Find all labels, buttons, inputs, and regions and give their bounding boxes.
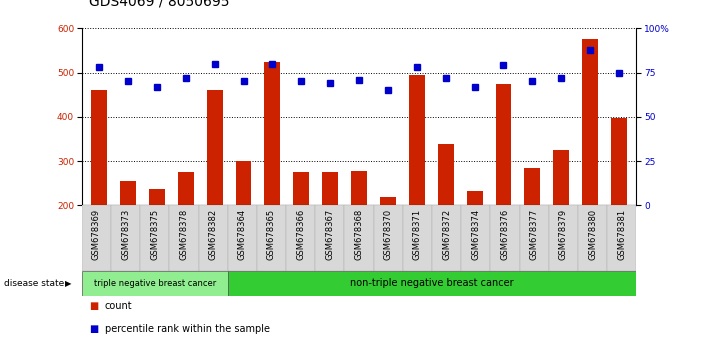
Text: GSM678377: GSM678377 bbox=[530, 209, 539, 260]
Bar bbox=[525, 168, 540, 205]
Bar bbox=[82, 271, 228, 296]
Bar bbox=[409, 75, 424, 205]
Bar bbox=[607, 205, 636, 271]
Bar bbox=[491, 205, 520, 271]
Bar bbox=[496, 84, 511, 205]
Text: GSM678365: GSM678365 bbox=[267, 209, 276, 260]
Bar bbox=[582, 39, 598, 205]
Bar bbox=[322, 172, 338, 205]
Bar bbox=[178, 172, 193, 205]
Bar bbox=[111, 205, 140, 271]
Text: GSM678376: GSM678376 bbox=[501, 209, 510, 260]
Bar bbox=[611, 118, 627, 205]
Bar bbox=[228, 205, 257, 271]
Bar bbox=[549, 205, 578, 271]
Text: GSM678380: GSM678380 bbox=[588, 209, 597, 260]
Text: triple negative breast cancer: triple negative breast cancer bbox=[94, 279, 216, 288]
Text: GSM678366: GSM678366 bbox=[296, 209, 305, 260]
Text: GSM678375: GSM678375 bbox=[150, 209, 159, 260]
Text: GSM678378: GSM678378 bbox=[179, 209, 188, 260]
Text: percentile rank within the sample: percentile rank within the sample bbox=[105, 324, 269, 334]
Bar bbox=[432, 205, 461, 271]
Text: GSM678372: GSM678372 bbox=[442, 209, 451, 260]
Bar bbox=[91, 90, 107, 205]
Text: GSM678374: GSM678374 bbox=[471, 209, 481, 260]
Text: GDS4069 / 8050695: GDS4069 / 8050695 bbox=[89, 0, 230, 9]
Text: GSM678382: GSM678382 bbox=[208, 209, 218, 260]
Bar bbox=[264, 62, 280, 205]
Bar bbox=[403, 205, 432, 271]
Text: disease state: disease state bbox=[4, 279, 64, 288]
Text: ▶: ▶ bbox=[65, 279, 71, 288]
Bar bbox=[294, 172, 309, 205]
Bar bbox=[207, 90, 223, 205]
Bar bbox=[374, 205, 403, 271]
Text: GSM678364: GSM678364 bbox=[237, 209, 247, 260]
Bar bbox=[466, 191, 483, 205]
Bar bbox=[315, 205, 344, 271]
Bar bbox=[235, 161, 252, 205]
Bar bbox=[228, 271, 636, 296]
Bar bbox=[344, 205, 374, 271]
Bar bbox=[578, 205, 607, 271]
Bar bbox=[120, 181, 136, 205]
Text: GSM678369: GSM678369 bbox=[92, 209, 101, 260]
Text: GSM678367: GSM678367 bbox=[326, 209, 334, 260]
Text: GSM678379: GSM678379 bbox=[559, 209, 568, 260]
Bar bbox=[149, 189, 165, 205]
Bar bbox=[286, 205, 315, 271]
Text: GSM678371: GSM678371 bbox=[413, 209, 422, 260]
Text: GSM678373: GSM678373 bbox=[121, 209, 130, 260]
Text: non-triple negative breast cancer: non-triple negative breast cancer bbox=[351, 278, 514, 288]
Text: GSM678370: GSM678370 bbox=[384, 209, 392, 260]
Text: GSM678368: GSM678368 bbox=[355, 209, 363, 260]
Text: count: count bbox=[105, 301, 132, 311]
Bar bbox=[461, 205, 491, 271]
Bar bbox=[198, 205, 228, 271]
Text: ■: ■ bbox=[89, 301, 98, 311]
Text: ■: ■ bbox=[89, 324, 98, 334]
Bar bbox=[351, 171, 367, 205]
Bar bbox=[380, 198, 396, 205]
Bar bbox=[553, 150, 570, 205]
Text: GSM678381: GSM678381 bbox=[617, 209, 626, 260]
Bar bbox=[520, 205, 549, 271]
Bar bbox=[438, 144, 454, 205]
Bar bbox=[257, 205, 286, 271]
Bar bbox=[169, 205, 198, 271]
Bar bbox=[82, 205, 111, 271]
Bar bbox=[140, 205, 169, 271]
